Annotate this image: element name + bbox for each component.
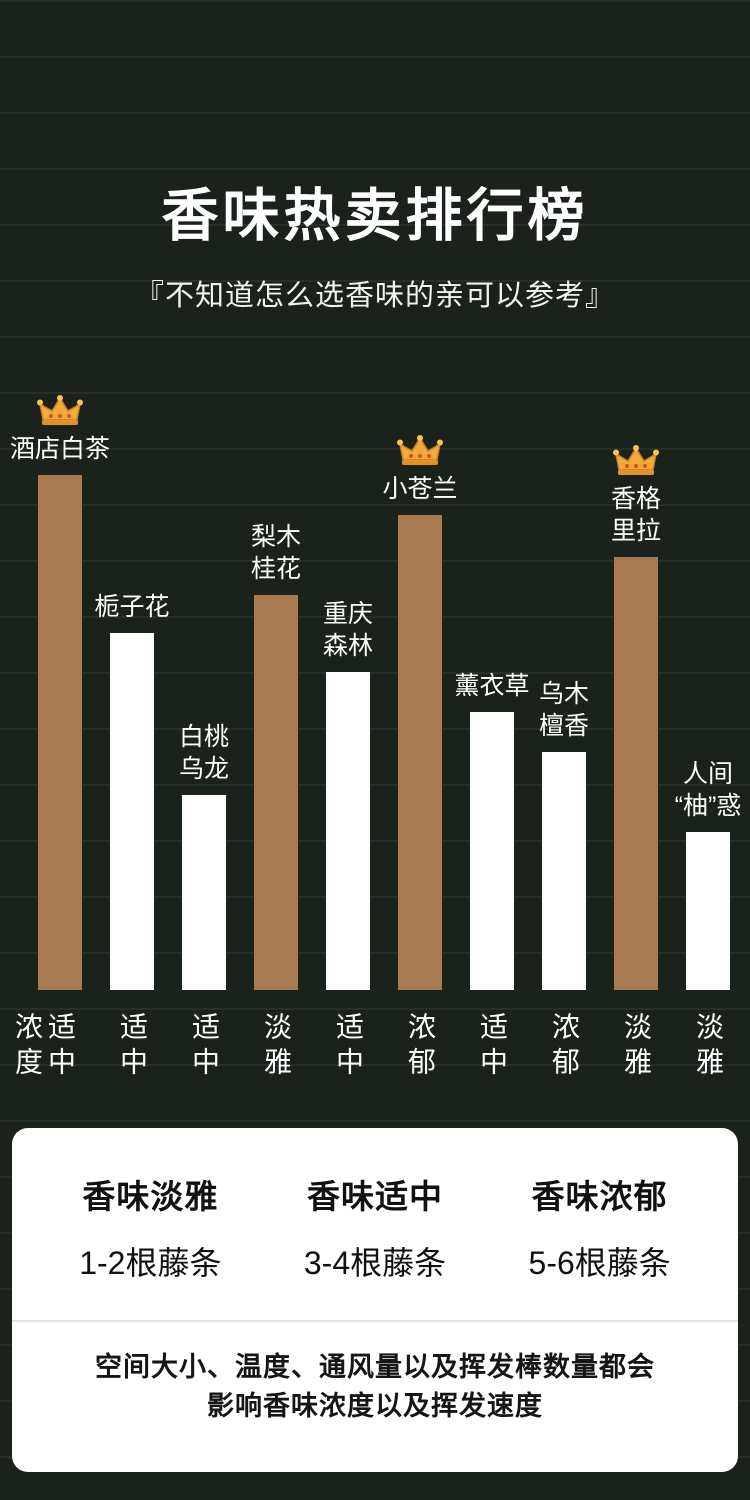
intensity-label: 淡雅 bbox=[693, 1012, 724, 1082]
legend-desc: 5-6根藤条 bbox=[528, 1245, 671, 1281]
legend-title: 香味浓郁 bbox=[531, 1178, 668, 1215]
chart-column-8: 乌木 檀香 bbox=[528, 388, 600, 990]
crown-icon bbox=[36, 394, 84, 428]
legend-item-light: 香味淡雅 1-2根藤条 bbox=[38, 1170, 263, 1284]
bar bbox=[254, 595, 298, 990]
intensity-label: 浓郁 bbox=[549, 1012, 580, 1082]
intensity-label: 淡雅 bbox=[261, 1012, 292, 1082]
chart-column-9: 香格 里拉 bbox=[600, 388, 672, 990]
chart-column-3: 白桃 乌龙 bbox=[168, 388, 240, 990]
intensity-column-3: 适中 bbox=[168, 1012, 240, 1082]
intensity-label: 浓郁 bbox=[405, 1012, 436, 1082]
intensity-label: 适中 bbox=[477, 1012, 508, 1082]
bar bbox=[326, 672, 370, 990]
legend-row: 香味淡雅 1-2根藤条 香味适中 3-4根藤条 香味浓郁 5-6根藤条 bbox=[12, 1128, 738, 1284]
page-subtitle: 『不知道怎么选香味的亲可以参考』 bbox=[134, 280, 615, 312]
intensity-column-9: 淡雅 bbox=[600, 1012, 672, 1082]
divider bbox=[12, 1320, 738, 1322]
chart-column-1: 酒店白茶 bbox=[10, 388, 110, 990]
chart-column-6: 小苍兰 bbox=[382, 388, 458, 990]
bar-label: 人间 “柚”惑 bbox=[674, 760, 742, 820]
bar bbox=[470, 712, 514, 990]
legend-desc: 3-4根藤条 bbox=[303, 1245, 447, 1281]
bar bbox=[614, 557, 658, 990]
bar-label: 香格 里拉 bbox=[610, 485, 661, 545]
legend-title: 香味适中 bbox=[307, 1178, 443, 1215]
intensity-label: 适中 bbox=[333, 1012, 364, 1082]
usage-note-line-2: 影响香味浓度以及挥发速度 bbox=[207, 1391, 543, 1422]
chart-column-7: 薰衣草 bbox=[454, 388, 530, 990]
intensity-column-8: 浓郁 bbox=[528, 1012, 600, 1082]
bar bbox=[398, 515, 442, 990]
crown-icon bbox=[396, 434, 444, 468]
intensity-column-7: 适中 bbox=[456, 1012, 528, 1082]
chart-column-10: 人间 “柚”惑 bbox=[672, 388, 744, 990]
page-title: 香味热卖排行榜 bbox=[161, 184, 589, 248]
bar-label: 薰衣草 bbox=[454, 672, 530, 700]
bar-label: 白桃 乌龙 bbox=[178, 723, 229, 783]
bar-label: 重庆 森林 bbox=[322, 600, 373, 660]
legend-title: 香味淡雅 bbox=[82, 1178, 219, 1215]
bar-chart: 酒店白茶栀子花白桃 乌龙 梨木 桂花 重庆 森林 小苍兰薰衣草 乌木 檀香 香格 里拉人间 “柚”惑 bbox=[10, 388, 744, 990]
bar bbox=[542, 752, 586, 990]
intensity-column-2: 适中 bbox=[96, 1012, 168, 1082]
bar-label: 梨木 桂花 bbox=[250, 523, 301, 583]
legend-desc: 1-2根藤条 bbox=[79, 1245, 222, 1281]
intensity-label: 适中 bbox=[45, 1012, 76, 1082]
chart-column-2: 栀子花 bbox=[94, 388, 170, 990]
bar-label: 酒店白茶 bbox=[10, 435, 111, 463]
chart-column-4: 梨木 桂花 bbox=[240, 388, 312, 990]
intensity-column-4: 淡雅 bbox=[240, 1012, 312, 1082]
intensity-label: 淡雅 bbox=[621, 1012, 652, 1082]
guide-card: 香味淡雅 1-2根藤条 香味适中 3-4根藤条 香味浓郁 5-6根藤条 空间大小… bbox=[12, 1128, 738, 1472]
intensity-column-5: 适中 bbox=[312, 1012, 384, 1082]
crown-icon bbox=[612, 444, 660, 478]
bar-label: 乌木 檀香 bbox=[538, 680, 589, 740]
bar-label: 小苍兰 bbox=[382, 475, 458, 503]
intensity-column-1: 适中 bbox=[24, 1012, 96, 1082]
bar bbox=[38, 475, 82, 990]
bar bbox=[686, 832, 730, 990]
legend-item-strong: 香味浓郁 5-6根藤条 bbox=[487, 1170, 712, 1284]
bar-label: 栀子花 bbox=[94, 593, 170, 621]
usage-note: 空间大小、温度、通风量以及挥发棒数量都会 影响香味浓度以及挥发速度 bbox=[12, 1348, 738, 1426]
intensity-label: 适中 bbox=[189, 1012, 220, 1082]
bar bbox=[182, 795, 226, 990]
intensity-column-6: 浓郁 bbox=[384, 1012, 456, 1082]
usage-note-line-1: 空间大小、温度、通风量以及挥发棒数量都会 bbox=[95, 1352, 655, 1382]
chart-column-5: 重庆 森林 bbox=[312, 388, 384, 990]
intensity-column-10: 淡雅 bbox=[672, 1012, 744, 1082]
axis-label-concentration: 浓度 bbox=[12, 1012, 43, 1082]
bar bbox=[110, 633, 154, 990]
intensity-label: 适中 bbox=[117, 1012, 148, 1082]
intensity-axis-row: 适中 适中 适中 淡雅 适中 浓郁 适中 浓郁 淡雅 淡雅 bbox=[24, 1012, 744, 1082]
legend-item-medium: 香味适中 3-4根藤条 bbox=[263, 1170, 488, 1284]
